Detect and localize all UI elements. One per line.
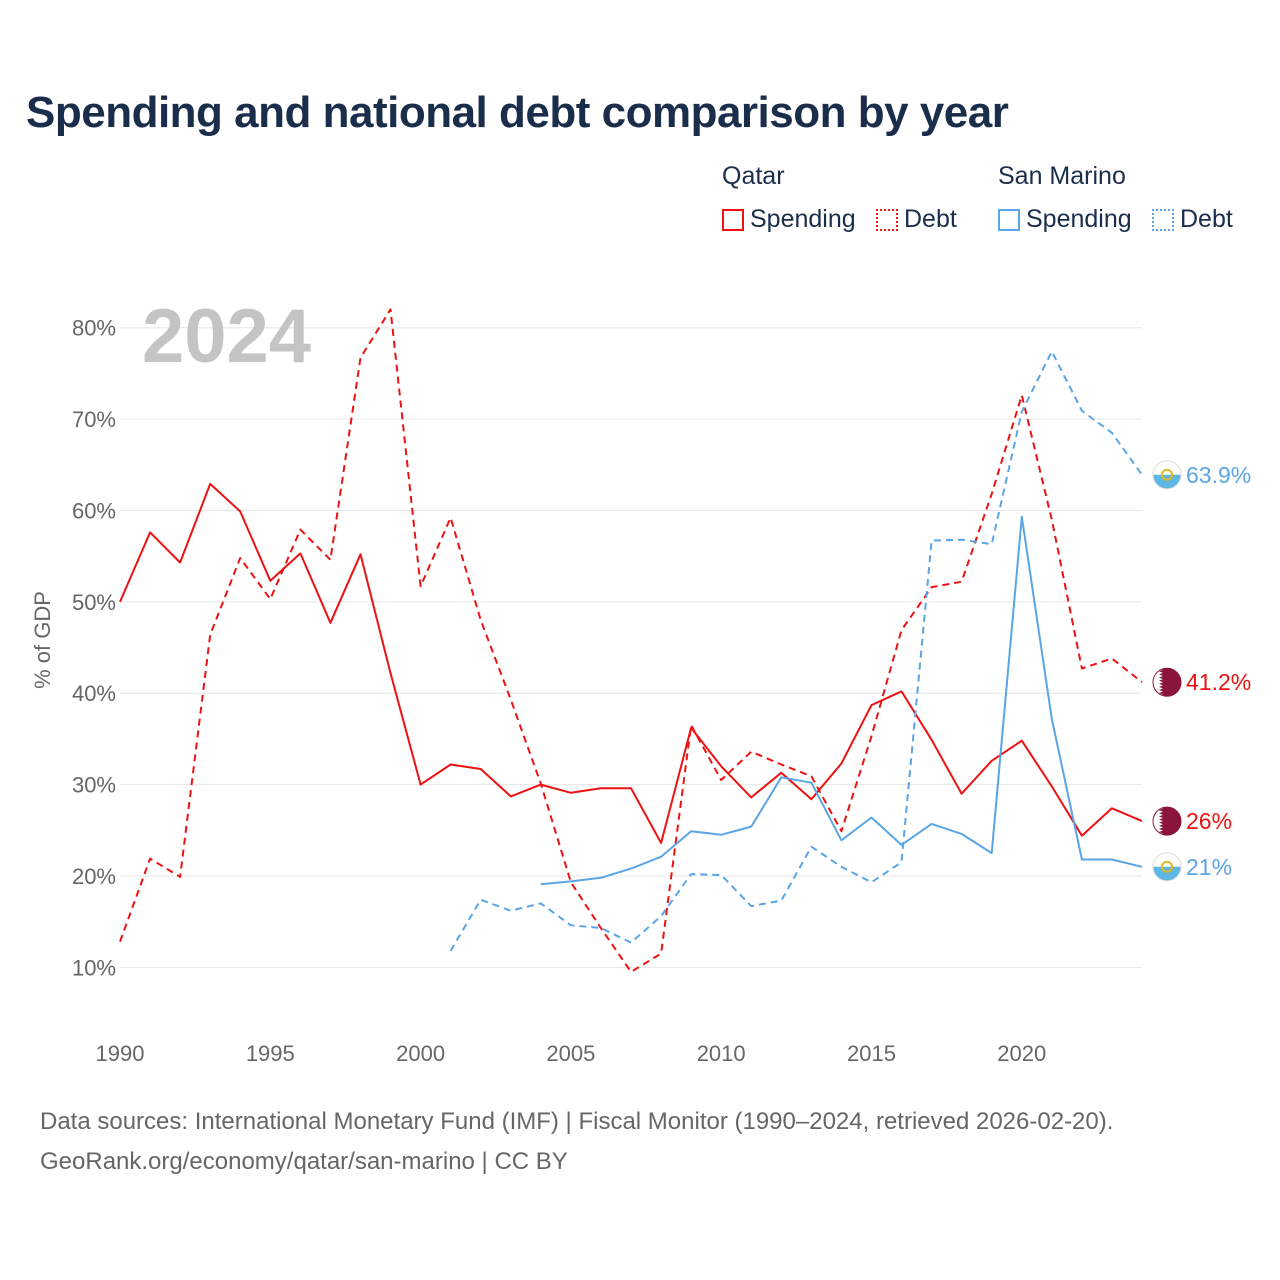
y-tick-label: 40% (72, 681, 116, 706)
flag-ring (1152, 852, 1182, 882)
x-tick-label: 2005 (546, 1041, 595, 1066)
flag-ring (1152, 460, 1182, 490)
flag-stripe (1153, 807, 1163, 836)
legend-item-san-marino-spending[interactable]: Spending (998, 205, 1132, 234)
legend-swatch-dotted (1152, 208, 1174, 231)
series-line-qatar-spending (119, 482, 1143, 844)
y-tick-label: 10% (72, 955, 116, 980)
legend-swatch-solid (998, 208, 1020, 231)
x-tick-label: 1990 (96, 1041, 145, 1066)
end-value-label: 63.9% (1186, 462, 1251, 488)
legend-item-qatar-debt[interactable]: Debt (876, 205, 957, 234)
chart-title: Spending and national debt comparison by… (26, 88, 1009, 137)
x-tick-label: 2020 (997, 1041, 1046, 1066)
y-tick-label: 20% (72, 864, 116, 889)
flag-upper (1153, 460, 1181, 475)
footer-credit: GeoRank.org/economy/qatar/san-marino | C… (40, 1148, 568, 1175)
san-marino-flag-icon (1152, 852, 1182, 882)
footer-sources: Data sources: International Monetary Fun… (40, 1108, 1114, 1135)
legend-label: Spending (750, 205, 856, 233)
qatar-flag-icon (1152, 806, 1182, 836)
legend-label: Debt (904, 205, 957, 233)
flag-upper (1153, 852, 1181, 867)
y-tick-label: 60% (72, 498, 116, 523)
qatar-flag-icon (1152, 667, 1182, 697)
flag-stripe (1153, 668, 1163, 697)
flag-emblem (1161, 468, 1173, 481)
year-label: 2024 (142, 294, 311, 379)
end-value-label: 26% (1186, 808, 1232, 834)
legend-item-qatar-spending[interactable]: Spending (722, 205, 856, 234)
x-tick-label: 2010 (697, 1041, 746, 1066)
flag-emblem (1161, 860, 1173, 873)
x-tick-label: 2015 (847, 1041, 896, 1066)
y-tick-label: 70% (72, 407, 116, 432)
series-line-san-marino-debt (449, 350, 1143, 952)
flag-ring (1152, 806, 1182, 836)
legend-swatch-dotted (876, 208, 898, 231)
legend-group-qatar: Qatar (722, 162, 785, 190)
end-value-label: 21% (1186, 854, 1232, 880)
x-tick-label: 1995 (246, 1041, 295, 1066)
y-tick-label: 50% (72, 590, 116, 615)
y-tick-label: 30% (72, 773, 116, 798)
series-line-san-marino-spending (540, 515, 1143, 886)
legend-group-san-marino: San Marino (998, 162, 1126, 190)
y-axis-label: % of GDP (30, 591, 55, 689)
end-value-label: 41.2% (1186, 669, 1251, 695)
flag-ring (1152, 667, 1182, 697)
legend-label: Debt (1180, 205, 1233, 233)
san-marino-flag-icon (1152, 460, 1182, 490)
legend-label: Spending (1026, 205, 1132, 233)
legend-swatch-solid (722, 208, 744, 231)
legend-item-san-marino-debt[interactable]: Debt (1152, 205, 1233, 234)
series-line-qatar-debt (119, 308, 1143, 973)
x-tick-label: 2000 (396, 1041, 445, 1066)
y-tick-label: 80% (72, 316, 116, 341)
